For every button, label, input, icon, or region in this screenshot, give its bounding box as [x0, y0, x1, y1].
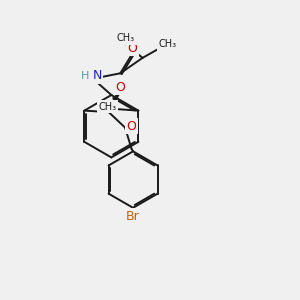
Text: CH₃: CH₃	[158, 39, 177, 49]
Text: CH₃: CH₃	[117, 33, 135, 43]
Text: CH₃: CH₃	[98, 102, 116, 112]
Text: Br: Br	[126, 210, 140, 223]
Text: O: O	[127, 120, 136, 133]
Text: N: N	[92, 69, 102, 82]
Text: O: O	[127, 42, 137, 55]
Text: H: H	[80, 71, 89, 81]
Text: O: O	[115, 81, 124, 94]
